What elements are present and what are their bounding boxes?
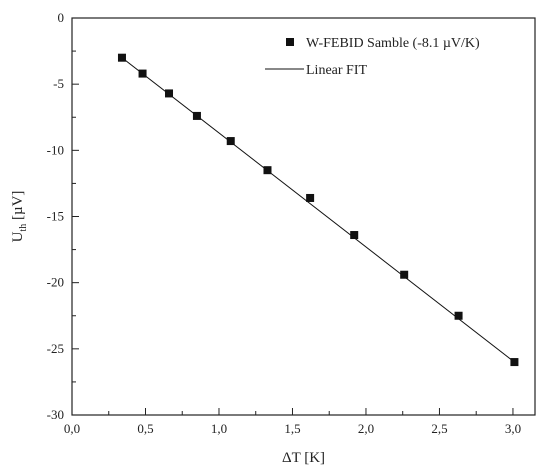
data-point bbox=[165, 89, 174, 98]
legend-label-samples: W-FEBID Samble (-8.1 µV/K) bbox=[306, 36, 480, 51]
data-point bbox=[138, 69, 147, 78]
legend: W-FEBID Samble (-8.1 µV/K) Linear FIT bbox=[265, 36, 480, 78]
fit-line bbox=[121, 57, 515, 363]
y-tick-label: -30 bbox=[47, 407, 64, 422]
y-axis-label-main: U bbox=[10, 231, 26, 242]
y-axis-label: Uth [µV] bbox=[10, 191, 29, 243]
x-axis-ticks: 0,0 0,5 1,0 1,5 2,0 2,5 3,0 bbox=[64, 408, 521, 436]
x-tick-label: 2,5 bbox=[431, 421, 447, 436]
y-axis-label-unit: [µV] bbox=[10, 191, 26, 224]
y-tick-label: -20 bbox=[47, 275, 64, 290]
x-tick-label: 1,5 bbox=[284, 421, 300, 436]
data-points bbox=[117, 53, 519, 367]
y-axis-label-subscript: th bbox=[18, 224, 29, 232]
y-tick-label: -15 bbox=[47, 209, 64, 224]
data-point bbox=[510, 358, 519, 367]
y-tick-label: -5 bbox=[53, 76, 64, 91]
y-tick-label: -10 bbox=[47, 142, 64, 157]
data-point bbox=[350, 231, 359, 240]
y-tick-label: -25 bbox=[47, 341, 64, 356]
x-tick-label: 1,0 bbox=[211, 421, 227, 436]
data-point bbox=[192, 111, 201, 120]
y-tick-label: 0 bbox=[58, 10, 65, 25]
legend-marker-square bbox=[286, 38, 294, 46]
data-point bbox=[117, 53, 126, 62]
data-point bbox=[306, 193, 315, 202]
data-point bbox=[226, 137, 235, 146]
data-point bbox=[454, 311, 463, 320]
x-tick-label: 2,0 bbox=[358, 421, 374, 436]
x-axis-label: ΔT [K] bbox=[282, 450, 325, 466]
data-point bbox=[263, 166, 272, 175]
legend-label-fit: Linear FIT bbox=[306, 63, 367, 78]
x-tick-label: 3,0 bbox=[505, 421, 521, 436]
x-tick-label: 0,5 bbox=[137, 421, 153, 436]
x-tick-label: 0,0 bbox=[64, 421, 80, 436]
y-axis-ticks: 0 -5 -10 -15 -20 -25 -30 bbox=[47, 10, 79, 422]
fit-line-layer bbox=[121, 57, 515, 363]
data-point bbox=[400, 270, 409, 279]
